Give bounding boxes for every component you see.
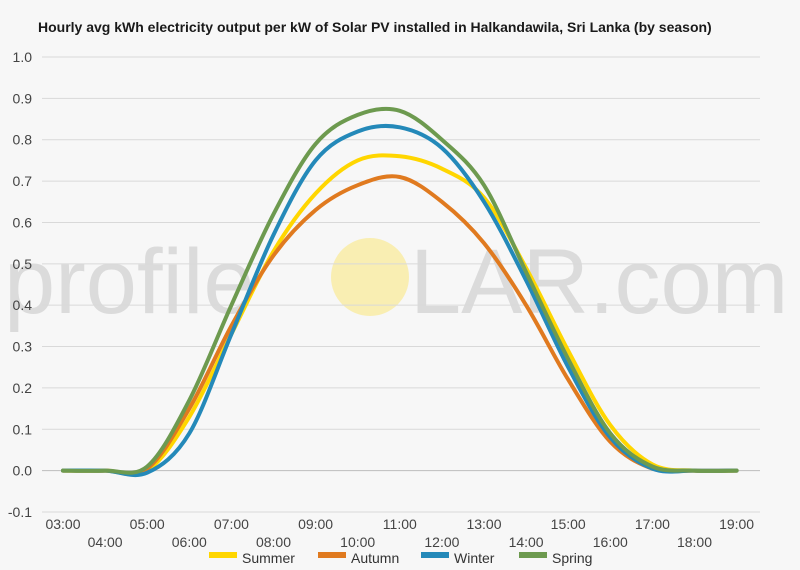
x-tick-label: 05:00 (130, 516, 165, 532)
x-tick-label: 09:00 (298, 516, 333, 532)
x-tick-label: 13:00 (466, 516, 501, 532)
chart-title: Hourly avg kWh electricity output per kW… (38, 19, 712, 35)
legend-item-autumn[interactable]: Autumn (318, 550, 399, 566)
x-tick-label: 11:00 (383, 516, 417, 532)
y-tick-label: 0.0 (13, 463, 33, 479)
x-tick-label: 17:00 (635, 516, 670, 532)
watermark-left-text: profile (4, 231, 255, 333)
x-tick-label: 18:00 (677, 534, 712, 550)
x-tick-label: 16:00 (593, 534, 628, 550)
x-tick-label: 04:00 (88, 534, 123, 550)
legend-swatch (318, 552, 346, 558)
legend-swatch (519, 552, 547, 558)
grid-lines (42, 56, 760, 513)
x-tick-label: 06:00 (172, 534, 207, 550)
y-tick-label: 0.8 (13, 132, 33, 148)
legend-swatch (421, 552, 449, 558)
legend-label: Summer (242, 550, 295, 566)
series-line-winter (61, 123, 739, 478)
legend-label: Autumn (351, 550, 399, 566)
y-tick-label: 0.7 (13, 173, 33, 189)
x-tick-label: 03:00 (45, 516, 80, 532)
series-line-spring (61, 106, 739, 475)
y-tick-label: 0.1 (13, 421, 33, 437)
series-line-autumn (61, 174, 739, 476)
watermark-right-text: LAR.com (410, 231, 788, 333)
y-tick-label: 0.4 (13, 297, 33, 313)
x-axis: 03:00 04:00 05:00 06:00 07:00 08:00 09:00 10:00… (45, 516, 754, 550)
y-tick-label: 0.9 (13, 90, 33, 106)
x-tick-label: 19:00 (719, 516, 754, 532)
x-tick-label: 12:00 (424, 534, 459, 550)
y-tick-label: 0.6 (13, 214, 33, 230)
x-tick-label: 08:00 (256, 534, 291, 550)
y-tick-label: 0.2 (13, 380, 33, 396)
legend-swatch (209, 552, 237, 558)
x-tick-label: 14:00 (509, 534, 544, 550)
legend-item-summer[interactable]: Summer (209, 550, 295, 566)
y-axis: 1.0 0.9 0.8 0.7 0.6 0.5 0.4 0.3 0.2 0.1 0.0 -0.1 (8, 49, 32, 520)
series-layer (61, 106, 739, 478)
y-tick-label: 1.0 (13, 49, 33, 65)
x-tick-label: 15:00 (551, 516, 586, 532)
legend-label: Spring (552, 550, 592, 566)
series-line-summer (61, 153, 739, 477)
y-tick-label: 0.3 (13, 339, 33, 355)
legend-item-winter[interactable]: Winter (421, 550, 495, 566)
y-tick-label: -0.1 (8, 504, 32, 520)
legend-label: Winter (454, 550, 495, 566)
watermark: profile LAR.com (4, 231, 788, 333)
legend: Summer Autumn Winter Spring (209, 550, 592, 566)
x-tick-label: 10:00 (340, 534, 375, 550)
y-tick-label: 0.5 (13, 256, 33, 272)
x-tick-label: 07:00 (214, 516, 249, 532)
legend-item-spring[interactable]: Spring (519, 550, 592, 566)
watermark-sun-icon (331, 238, 409, 316)
